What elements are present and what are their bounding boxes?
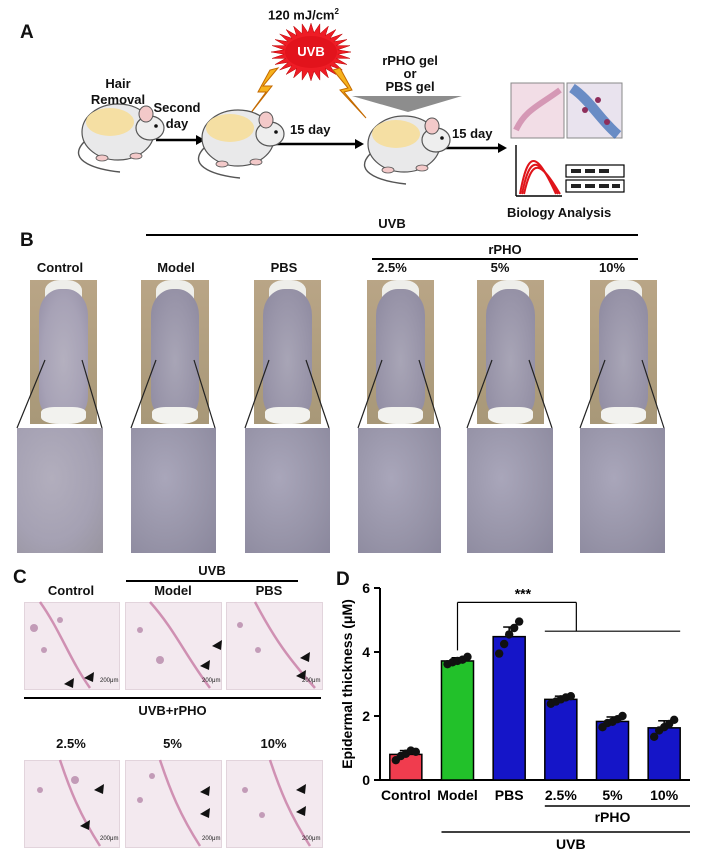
y-axis-label: Epidermal thickness (μM) [339,599,355,769]
group-label-pbs: PBS [270,260,298,275]
data-point [669,715,679,725]
skin-zoom-model [131,428,216,553]
bar-3 [544,698,578,781]
panel-letter-c: C [13,567,27,588]
skin-zoom-10 [580,428,665,553]
histo-label-model: Model [154,583,192,598]
day15-label-1: 15 day [290,122,331,137]
uvb-group-line [146,234,638,236]
y-tick-label: 6 [362,580,370,596]
data-point [514,617,524,626]
data-point [504,630,514,639]
panel-a-schematic [77,22,625,197]
mouse-photo-10 [590,280,657,424]
scale-bar-label: 200μm [302,836,321,842]
scale-bar-label: 200μm [202,836,221,842]
uvb-sun-icon [270,22,352,82]
epidermal-thickness-chart: 0 2 4 6 Epidermal thickness (μM) Control Model… [339,580,690,852]
skin-zoom-pbs [245,428,330,553]
lightning-bolt-icon [246,67,280,119]
x-tick-label: 10% [650,787,679,803]
scale-bar-label: 200μm [202,678,221,684]
biology-analysis-label: Biology Analysis [507,205,612,220]
histology-model [125,602,222,690]
scale-bar-label: 200μm [302,678,321,684]
y-tick-label: 0 [362,772,370,788]
group-label-model: Model [157,260,195,275]
mouse-illustration [363,115,451,185]
histo-label-2-5: 2.5% [56,736,86,751]
histo-uvb-label: UVB [198,563,226,578]
uvb-label: UVB [556,836,586,852]
mouse-photo-control [30,280,97,424]
histo-label-10: 10% [260,736,287,751]
skin-zoom-control [17,428,103,553]
arrowhead-markers [64,640,310,830]
uvb-badge-label: UVB [297,44,325,59]
group-label-control: Control [36,260,84,275]
western-blot-icon [565,164,625,193]
hair-removal-label: Hair Removal [90,76,146,107]
lightning-bolt-icon [332,67,367,119]
curve-chart-icon [515,145,562,197]
mouse-photo-5 [477,280,544,424]
x-tick-label: PBS [495,787,524,803]
group-label-10: 10% [598,260,626,275]
significance-label: *** [515,585,532,601]
skin-zoom-5 [467,428,553,553]
panel-letter-a: A [20,22,34,43]
rpho-group-label: rPHO [488,242,522,257]
data-point [411,747,421,757]
gel-applicator-icon [352,96,462,112]
histo-uvb-rpho-label: UVB+rPHO [138,703,207,718]
data-point [649,732,659,741]
mouse-illustration [77,103,165,173]
gel-label: rPHO gel or PBS gel [382,53,438,94]
y-tick-label: 4 [362,644,370,660]
data-point [494,649,504,658]
mouse-photo-2-5 [367,280,434,424]
bar-1 [440,660,475,781]
bar-2 [492,635,526,781]
scale-bar-label: 200μm [100,836,119,842]
rpho-group-line [372,258,638,260]
rpho-label: rPHO [595,809,631,825]
mouse-photo-pbs [254,280,321,424]
x-tick-label: 2.5% [545,787,577,803]
day15-label-2: 15 day [452,126,493,141]
histo-label-pbs: PBS [255,583,283,598]
group-label-5: 5% [490,260,510,275]
x-tick-label: 5% [602,787,623,803]
data-point [618,711,627,721]
uvb-group-label: UVB [378,216,406,231]
scale-bar-label: 200μm [100,678,119,684]
dose-label: 120 mJ/cm2 [268,7,339,23]
data-point [566,691,576,701]
data-point [463,652,472,661]
histo-uvb-line [126,580,298,582]
histology-control [24,602,120,690]
data-point [499,639,509,649]
histo-uvb-rpho-line [24,697,321,699]
panel-letter-d: D [336,569,350,590]
mouse-illustration [197,109,285,179]
mouse-photo-model [141,280,209,424]
x-tick-label: Control [381,787,431,803]
histology-2-5 [24,760,120,848]
histology-5 [125,760,222,848]
panel-letter-b: B [20,230,34,251]
group-label-2-5: 2.5% [377,260,407,275]
data-point [509,623,519,633]
skin-zoom-2-5 [358,428,441,553]
histology-pbs [226,602,323,690]
x-tick-label: Model [437,787,477,803]
y-tick-label: 2 [362,708,370,724]
histo-label-control: Control [47,583,95,598]
histo-label-5: 5% [163,736,182,751]
second-day-label: Second day [153,100,201,131]
